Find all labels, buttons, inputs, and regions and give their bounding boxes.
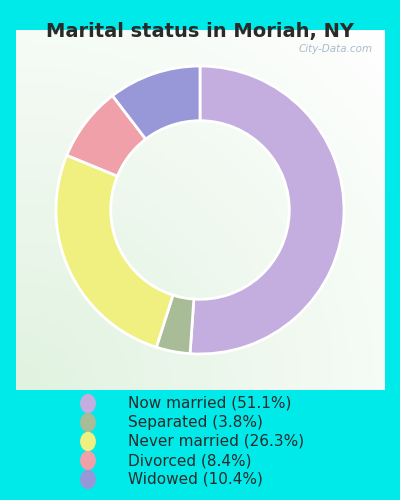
Text: Widowed (10.4%): Widowed (10.4%) — [128, 472, 263, 487]
Text: Now married (51.1%): Now married (51.1%) — [128, 396, 291, 411]
Text: City-Data.com: City-Data.com — [299, 44, 373, 54]
Wedge shape — [67, 96, 146, 176]
Wedge shape — [112, 66, 200, 139]
Text: Divorced (8.4%): Divorced (8.4%) — [128, 453, 252, 468]
Text: Separated (3.8%): Separated (3.8%) — [128, 415, 263, 430]
Wedge shape — [156, 295, 194, 354]
Text: Never married (26.3%): Never married (26.3%) — [128, 434, 304, 449]
Wedge shape — [190, 66, 344, 354]
Text: Marital status in Moriah, NY: Marital status in Moriah, NY — [46, 22, 354, 42]
Wedge shape — [56, 156, 173, 347]
